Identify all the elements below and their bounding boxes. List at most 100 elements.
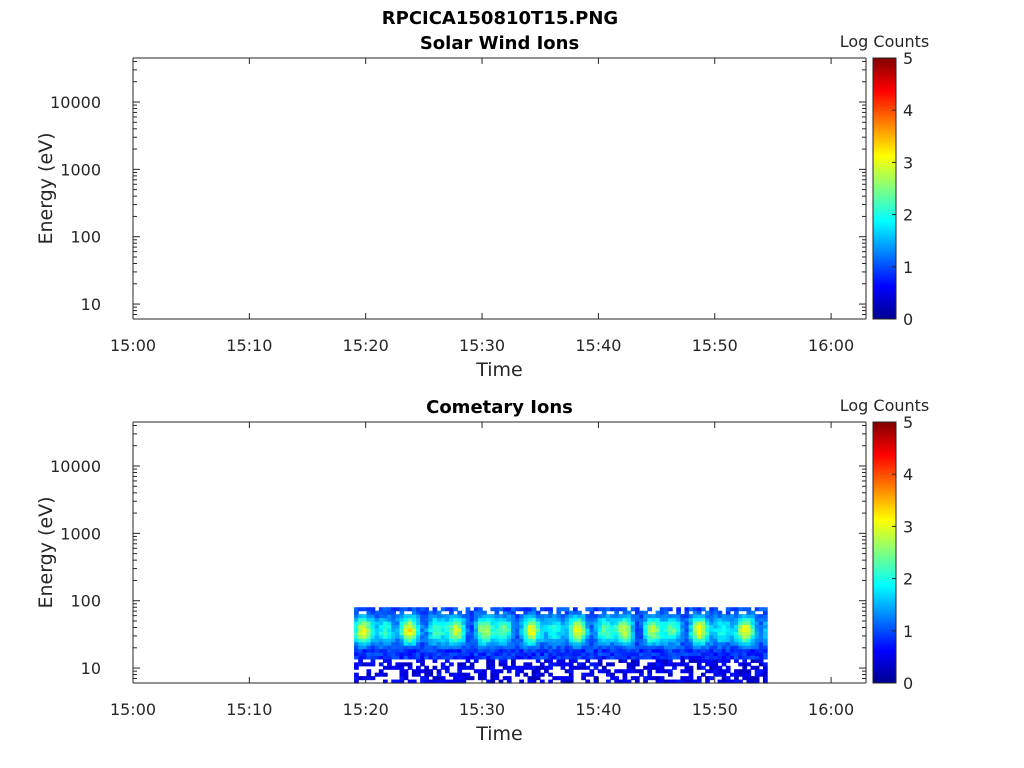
- spectrogram-cell: [734, 610, 739, 615]
- spectrogram-cell: [746, 652, 752, 657]
- spectrogram-cell: [568, 645, 574, 650]
- spectrogram-cell: [709, 645, 715, 650]
- spectrogram-cell: [535, 669, 541, 674]
- spectrogram-cell: [577, 655, 582, 660]
- x-tick-label: 16:00: [808, 700, 854, 719]
- spectrogram-cell: [416, 655, 421, 660]
- spectrogram-cell: [387, 665, 392, 670]
- spectrogram-cell: [461, 614, 467, 619]
- spectrogram-cell: [589, 634, 595, 639]
- spectrogram-cell: [639, 648, 644, 653]
- spectrogram-cell: [651, 617, 657, 622]
- spectrogram-cell: [593, 631, 599, 636]
- spectrogram-cell: [548, 617, 553, 622]
- spectrogram-cell: [407, 621, 413, 626]
- spectrogram-cell: [705, 676, 710, 681]
- spectrogram-cell: [354, 655, 359, 660]
- spectrogram-cell: [709, 624, 715, 629]
- spectrogram-cell: [713, 607, 719, 612]
- spectrogram-cell: [382, 655, 388, 660]
- spectrogram-cell: [725, 676, 731, 681]
- spectrogram-cell: [742, 648, 748, 653]
- spectrogram-cell: [395, 655, 401, 660]
- spectrogram-cell: [366, 610, 372, 615]
- spectrogram-cell: [701, 607, 706, 612]
- spectrogram-cell: [577, 638, 582, 643]
- spectrogram-cell: [548, 624, 553, 629]
- spectrogram-cell: [420, 658, 425, 663]
- spectrogram-cell: [655, 621, 661, 626]
- spectrogram-cell: [601, 645, 607, 650]
- spectrogram-cell: [630, 655, 636, 660]
- spectrogram-cell: [461, 679, 467, 684]
- spectrogram-cell: [465, 655, 471, 660]
- spectrogram-cell: [659, 607, 665, 612]
- spectrogram-cell: [511, 627, 516, 632]
- spectrogram-cell: [465, 610, 471, 615]
- spectrogram-cell: [494, 676, 500, 681]
- spectrogram-cell: [362, 607, 368, 612]
- spectrogram-cell: [449, 610, 454, 615]
- colorbar-tick-label: 2: [903, 206, 913, 225]
- spectrogram-cell: [585, 638, 591, 643]
- spectrogram-cell: [515, 627, 520, 632]
- spectrogram-cell: [750, 641, 756, 646]
- spectrogram-cell: [676, 655, 681, 660]
- spectrogram-cell: [395, 607, 401, 612]
- spectrogram-cell: [428, 669, 434, 674]
- spectrogram-cell: [354, 638, 359, 643]
- spectrogram-cell: [531, 665, 537, 670]
- spectrogram-cell: [647, 607, 653, 612]
- spectrogram-cell: [746, 610, 752, 615]
- spectrogram-cell: [399, 648, 405, 653]
- spectrogram-cell: [680, 645, 686, 650]
- spectrogram-cell: [717, 634, 723, 639]
- spectrogram-cell: [734, 631, 739, 636]
- spectrogram-cell: [701, 655, 706, 660]
- spectrogram-cell: [758, 624, 764, 629]
- spectrogram-cell: [601, 669, 607, 674]
- spectrogram-cell: [527, 645, 533, 650]
- spectrogram-cell: [511, 648, 516, 653]
- spectrogram-cell: [424, 672, 430, 677]
- spectrogram-cell: [622, 607, 628, 612]
- spectrogram-cell: [680, 631, 686, 636]
- spectrogram-cell: [490, 676, 496, 681]
- spectrogram-cell: [663, 624, 669, 629]
- spectrogram-cell: [725, 645, 731, 650]
- spectrogram-cell: [725, 648, 731, 653]
- spectrogram-cell: [655, 634, 661, 639]
- y-tick-label: 10000: [50, 93, 101, 112]
- spectrogram-cell: [655, 614, 661, 619]
- spectrogram-cell: [746, 617, 752, 622]
- spectrogram-cell: [601, 634, 607, 639]
- spectrogram-cell: [556, 634, 562, 639]
- spectrogram-cell: [411, 610, 417, 615]
- spectrogram-cell: [395, 634, 401, 639]
- spectrogram-cell: [750, 665, 756, 670]
- spectrogram-cell: [498, 655, 504, 660]
- spectrogram-cell: [407, 638, 413, 643]
- spectrogram-cell: [358, 662, 363, 667]
- spectrogram-cell: [672, 621, 677, 626]
- spectrogram-cell: [626, 648, 632, 653]
- spectrogram-cell: [663, 655, 669, 660]
- spectrogram-cell: [597, 627, 603, 632]
- spectrogram-cell: [494, 634, 500, 639]
- spectrogram-cell: [750, 610, 756, 615]
- spectrogram-cell: [585, 614, 591, 619]
- x-tick-label: 15:40: [575, 700, 621, 719]
- spectrogram-cell: [667, 652, 673, 657]
- spectrogram-cell: [593, 624, 599, 629]
- spectrogram-cell: [387, 624, 392, 629]
- spectrogram-cell: [498, 631, 504, 636]
- spectrogram-cell: [506, 614, 512, 619]
- spectrogram-cell: [688, 634, 694, 639]
- spectrogram-cell: [399, 624, 405, 629]
- spectrogram-cell: [568, 679, 574, 684]
- spectrogram-cell: [531, 607, 537, 612]
- spectrogram-cell: [407, 665, 413, 670]
- spectrogram-cell: [659, 669, 665, 674]
- spectrogram-cell: [725, 627, 731, 632]
